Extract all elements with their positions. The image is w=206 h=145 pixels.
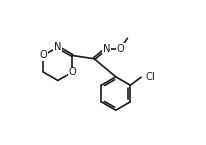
Text: O: O (116, 44, 123, 54)
Text: O: O (39, 50, 47, 60)
Text: O: O (68, 67, 76, 77)
Text: N: N (54, 42, 61, 52)
Text: Cl: Cl (144, 72, 154, 82)
Text: N: N (102, 44, 110, 54)
